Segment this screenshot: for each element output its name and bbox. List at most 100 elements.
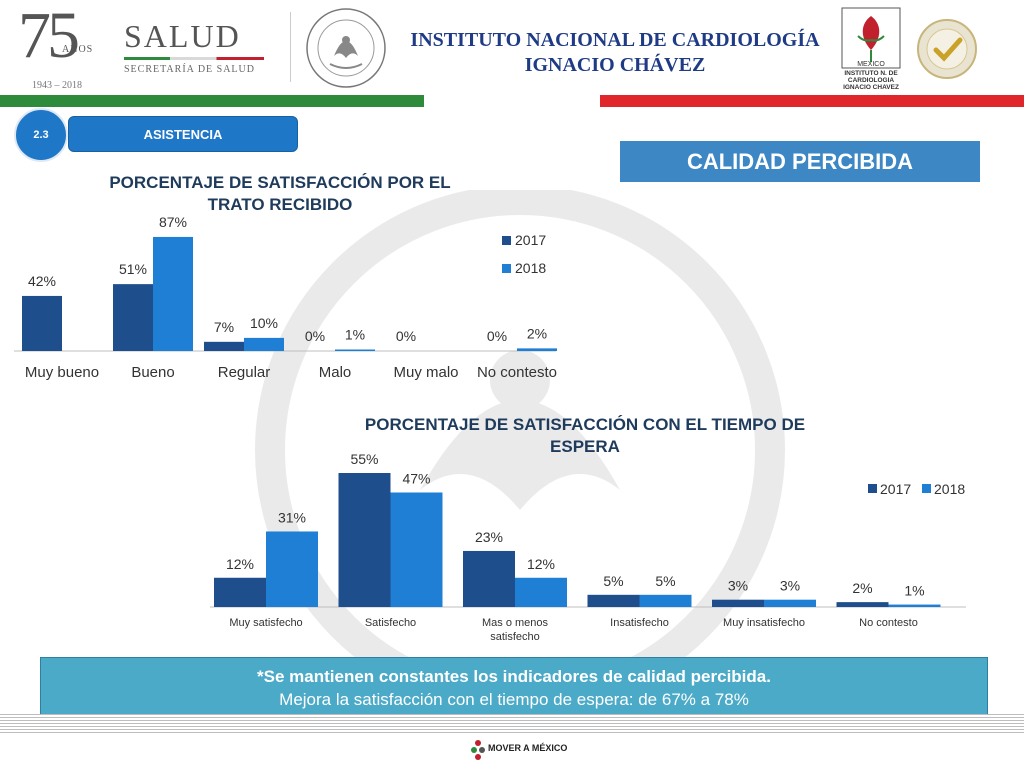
chart1-data-label: 7% [214, 319, 234, 335]
chart2-bar-2017 [836, 602, 889, 607]
chart2-data-label: 3% [780, 578, 800, 594]
chart1-bar-2017 [22, 295, 62, 351]
institute-logo-caption: INSTITUTO N. DE CARDIOLOGIA IGNACIO CHAV… [843, 70, 899, 91]
chart2-legend-label: 2018 [934, 481, 965, 497]
chart2-category-label: Satisfecho [365, 617, 416, 629]
chart2-bar-2017 [463, 550, 515, 607]
chart1-data-label: 42% [28, 273, 56, 289]
watermark-seal-icon [255, 190, 785, 670]
chart1-data-label: 0% [487, 328, 507, 344]
chart2-bar-2017 [214, 577, 266, 607]
chart2-data-label: 5% [655, 573, 675, 589]
chart2-data-label: 12% [226, 556, 254, 572]
chart1-category-label: Muy bueno [25, 364, 99, 381]
chart1-category-label: Muy malo [393, 364, 458, 381]
institute-emblem: MEXICO [841, 7, 901, 69]
chart2-data-label: 55% [350, 451, 378, 467]
chart1-title-line1: PORCENTAJE DE SATISFACCIÓN POR EL [109, 173, 451, 192]
chart1-bar-2018 [244, 337, 284, 351]
chart1-bar-2017 [204, 341, 244, 351]
chart1-title: PORCENTAJE DE SATISFACCIÓN POR EL TRATO … [60, 172, 500, 216]
chart1-bar-2018 [517, 348, 557, 351]
chart1-trato-recibido: 42% Muy bueno 51% 87% Bueno 7% 10% Regular 0% 1% M… [14, 214, 557, 381]
chart1-category-label: No contesto [477, 364, 557, 381]
mover-a-mexico-logo: MOVER A MÉXICO [470, 738, 567, 762]
chart2-data-label: 47% [402, 470, 430, 486]
mover-mark-icon [471, 740, 485, 760]
anniversary-years: 1943 – 2018 [32, 80, 82, 91]
summary-note: *Se mantienen constantes los indicadores… [40, 657, 988, 719]
chart2-data-label: 1% [904, 583, 924, 599]
anniversary-logo: 75 AÑOS 1943 – 2018 [18, 0, 98, 91]
chart2-bar-2017 [712, 599, 764, 607]
salud-stripe [124, 57, 264, 60]
chart2-bar-2017 [338, 473, 391, 607]
header-bar-green [0, 95, 424, 107]
header-divider [290, 12, 291, 82]
chart2-title: PORCENTAJE DE SATISFACCIÓN CON EL TIEMPO… [300, 414, 870, 458]
chart1-category-label: Bueno [131, 364, 174, 381]
chart2-bar-2018 [639, 594, 692, 607]
note-line1: *Se mantienen constantes los indicadores… [257, 667, 771, 686]
chart2-bar-2018 [888, 604, 941, 607]
chart1-data-label: 2% [527, 325, 547, 341]
chart1-data-label: 51% [119, 261, 147, 277]
chart1-category-label: Malo [319, 364, 352, 381]
chart2-title-line1: PORCENTAJE DE SATISFACCIÓN CON EL TIEMPO… [364, 415, 806, 434]
chart2-category-label: No contesto [859, 617, 918, 629]
salud-logo: SALUD SECRETARÍA DE SALUD [124, 18, 274, 75]
chart2-category-label: Muy satisfecho [229, 617, 302, 629]
chart2-legend-swatch [922, 484, 931, 493]
chart1-legend-label: 2017 [515, 232, 546, 248]
section-name-tab[interactable]: ASISTENCIA [68, 116, 298, 152]
chart1-category-label: Regular [218, 364, 271, 381]
chart1-bar-2018 [335, 349, 375, 351]
chart2-bar-2018 [266, 531, 318, 607]
footer-stripes [0, 714, 1024, 734]
chart2-bar-2018 [515, 577, 567, 607]
chart1-data-label: 87% [159, 214, 187, 230]
seal-icon [306, 8, 386, 88]
chart1-bar-2017 [113, 284, 153, 351]
anniversary-label: AÑOS [62, 44, 94, 55]
section-number-badge: 2.3 [14, 108, 68, 162]
chart2-bar-2018 [764, 599, 816, 607]
chart2-data-label: 2% [852, 580, 872, 596]
chart1-data-label: 1% [345, 327, 365, 343]
chart1-legend-label: 2018 [515, 260, 546, 276]
anniversary-number: 75 [18, 0, 80, 72]
note-line2: Mejora la satisfacción con el tiempo de … [279, 690, 749, 709]
chart2-data-label: 12% [527, 556, 555, 572]
chart2-bar-2018 [390, 492, 443, 607]
header-bar-red [600, 95, 1024, 107]
chart2-bar-2017 [587, 594, 640, 607]
institute-line1: INSTITUTO NACIONAL DE CARDIOLOGÍA [410, 29, 820, 51]
chart2-data-label: 31% [278, 509, 306, 525]
chart1-data-label: 10% [250, 315, 278, 331]
mover-label: MOVER A MÉXICO [488, 743, 568, 753]
chart1-title-line2: TRATO RECIBIDO [207, 195, 353, 214]
chart1-legend-swatch [502, 264, 511, 273]
chart2-data-label: 23% [475, 529, 503, 545]
institute-line2: IGNACIO CHÁVEZ [524, 54, 706, 76]
chart2-legend-label: 2017 [880, 481, 911, 497]
salud-subtitle: SECRETARÍA DE SALUD [124, 64, 255, 75]
chart1-legend-swatch [502, 236, 511, 245]
salud-title: SALUD [124, 18, 241, 54]
chart2-category-label: Insatisfecho [610, 617, 669, 629]
chart2-data-label: 3% [728, 578, 748, 594]
chart1-data-label: 0% [396, 328, 416, 344]
chart2-category-label: Mas o menos satisfecho [482, 617, 549, 643]
chart2-tiempo-espera: 12% 31% Muy satisfecho 55% 47% Satisfecho 23% 1… [210, 451, 966, 643]
chart1-bar-2018 [153, 236, 193, 351]
institute-logo-icon: MEXICO INSTITUTO N. DE CARDIOLOGIA IGNAC… [838, 6, 904, 92]
chart2-title-line2: ESPERA [550, 437, 620, 456]
institute-logo-country: MEXICO [857, 61, 885, 68]
quality-seal-icon [917, 19, 977, 79]
chart2-category-label: Muy insatisfecho [723, 617, 805, 629]
chart2-legend-swatch [868, 484, 877, 493]
institute-name: INSTITUTO NACIONAL DE CARDIOLOGÍA IGNACI… [380, 28, 850, 78]
chart1-data-label: 0% [305, 328, 325, 344]
section-headline: CALIDAD PERCIBIDA [620, 141, 980, 182]
chart2-data-label: 5% [603, 573, 623, 589]
